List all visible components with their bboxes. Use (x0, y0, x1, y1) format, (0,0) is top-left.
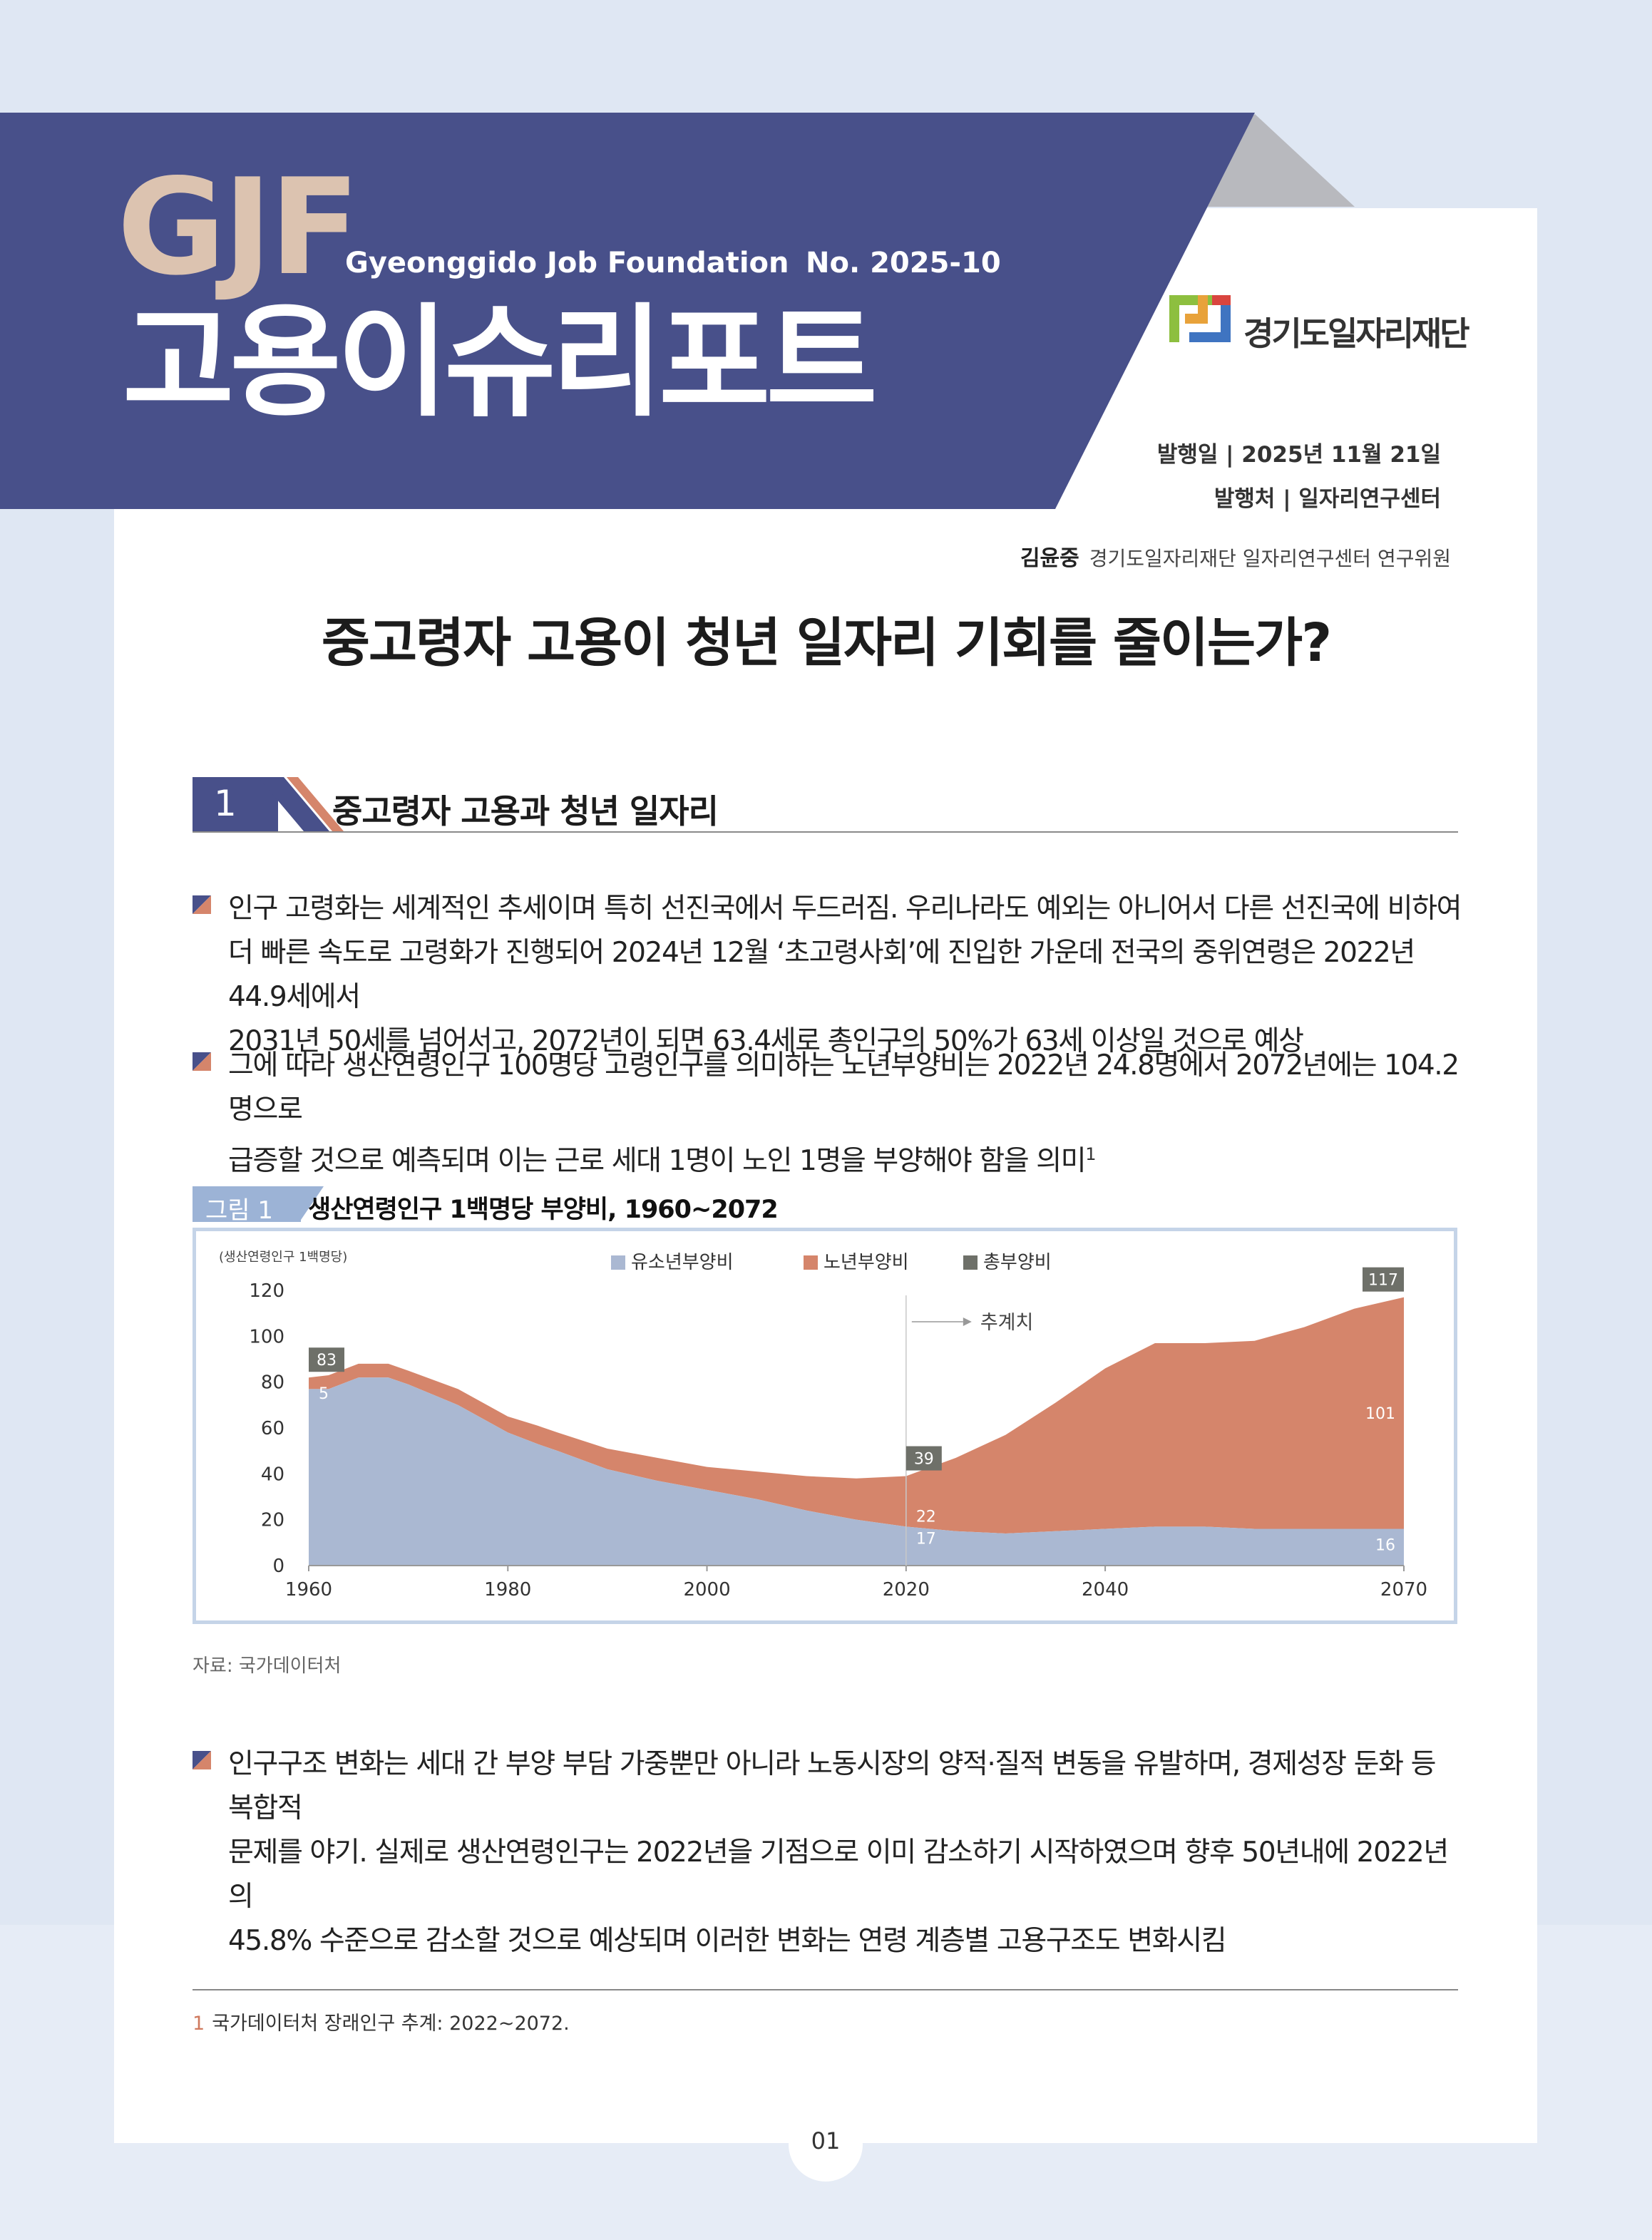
org-logo: 경기도일자리재단 (1169, 288, 1483, 356)
elderly-ratio-label: 22 (916, 1509, 936, 1526)
bullet-square-icon (193, 1052, 211, 1071)
elderly-ratio-label: 101 (1365, 1405, 1395, 1423)
x-tick-label: 2040 (1082, 1579, 1129, 1601)
org-logo-mark-icon (1169, 295, 1231, 342)
publish-date: 발행일 | 2025년 11월 21일 (1156, 442, 1441, 468)
bullet-line: 급증할 것으로 예측되며 이는 근로 세대 1명이 노인 1명을 부양해야 함을… (228, 1132, 1462, 1183)
youth-ratio-area (309, 1377, 1404, 1566)
legend-swatch-total (963, 1255, 978, 1270)
footnote-reference[interactable]: 1 (1085, 1144, 1096, 1164)
author-name: 김윤중 (1020, 546, 1079, 571)
y-tick-label: 0 (272, 1556, 284, 1577)
bullet-line: 45.8% 수준으로 감소할 것으로 예상되며 이러한 변화는 연령 계층별 고… (228, 1925, 1227, 1957)
y-tick-label: 120 (249, 1280, 284, 1302)
legend-swatch-youth (611, 1255, 625, 1270)
author-line: 김윤중 경기도일자리재단 일자리연구센터 연구위원 (1020, 540, 1451, 572)
x-tick-label: 2000 (683, 1579, 730, 1601)
total-ratio-badge (1363, 1267, 1404, 1292)
publisher: 발행처 | 일자리연구센터 (1214, 486, 1441, 512)
bullet-square-icon (193, 895, 211, 914)
footnote-number: 1 (193, 2013, 205, 2035)
y-tick-label: 20 (261, 1510, 284, 1531)
bullet-text: 그에 따라 생산연령인구 100명당 고령인구를 의미하는 노년부양비는 202… (228, 1044, 1462, 1183)
legend-total: 총부양비 (983, 1252, 1052, 1273)
x-tick-label: 1980 (484, 1579, 531, 1601)
youth-ratio-label: 16 (1375, 1537, 1395, 1555)
x-tick-label: 2020 (883, 1579, 930, 1601)
figure-title: 생산연령인구 1백명당 부양비, 1960~2072 (308, 1196, 779, 1224)
bullet-line: 그에 따라 생산연령인구 100명당 고령인구를 의미하는 노년부양비는 202… (228, 1049, 1459, 1126)
footnote-divider (193, 1989, 1458, 1990)
figure-label-tip (299, 1186, 324, 1222)
bullet-line: 2031년 50세를 넘어서고, 2072년이 되면 63.4세로 총인구의 5… (228, 1025, 1304, 1057)
org-logo-text: 경기도일자리재단 (1243, 314, 1470, 353)
legend-elderly: 노년부양비 (824, 1252, 909, 1273)
bullet-paragraph-1: 인구 고령화는 세계적인 추세이며 특히 선진국에서 두드러짐. 우리나라도 예… (193, 887, 1462, 1057)
issue-number: No. 2025-10 (806, 247, 1001, 279)
bullet-text: 인구 고령화는 세계적인 추세이며 특히 선진국에서 두드러짐. 우리나라도 예… (228, 887, 1462, 1064)
report-headline: 중고령자 고용이 청년 일자리 기회를 줄이는가? (321, 612, 1332, 674)
figure-label: 그림 1 (205, 1196, 273, 1225)
total-ratio-label: 39 (914, 1451, 934, 1469)
legend-swatch-elderly (804, 1255, 818, 1270)
legend-youth: 유소년부양비 (631, 1252, 734, 1273)
header-banner (0, 113, 1255, 509)
total-ratio-badge (905, 1446, 942, 1471)
section-header: 1 중고령자 고용과 청년 일자리 (193, 777, 1458, 834)
figure-source: 자료: 국가데이터처 (193, 1655, 342, 1677)
elderly-ratio-label: 5 (319, 1385, 329, 1403)
youth-ratio-label: 17 (916, 1530, 936, 1548)
y-tick-label: 100 (249, 1326, 284, 1347)
x-tick-label: 1960 (285, 1579, 332, 1601)
section-underline (193, 831, 1458, 833)
bullet-text: 인구구조 변화는 세대 간 부양 부담 가중뿐만 아니라 노동시장의 양적·질적… (228, 1742, 1462, 1963)
footnote: 1 국가데이터처 장래인구 추계: 2022~2072. (193, 2008, 570, 2035)
dependency-ratio-chart: (생산연령인구 1백명당) 유소년부양비 노년부양비 총부양비 02040608… (219, 1250, 1427, 1601)
chart-legend: 유소년부양비 노년부양비 총부양비 (611, 1252, 1052, 1273)
org-english-name: Gyeonggido Job Foundation (345, 247, 789, 279)
bullet-line: 더 빠른 속도로 고령화가 진행되어 2024년 12월 ‘초고령사회’에 진입… (228, 937, 1415, 1013)
total-ratio-badge (309, 1347, 344, 1372)
youth-ratio-label: 77 (319, 1321, 339, 1339)
bullet-line: 문제를 야기. 실제로 생산연령인구는 2022년을 기점으로 이미 감소하기 … (228, 1836, 1449, 1913)
author-affiliation: 경기도일자리재단 일자리연구센터 연구위원 (1089, 547, 1451, 570)
figure-label-box: 그림 1 (193, 1186, 301, 1225)
report-title: 고용이슈리포트 (123, 292, 878, 433)
gjf-logo-text: GJF (117, 150, 360, 304)
projection-label: 추계치 (980, 1312, 1034, 1334)
y-tick-label: 80 (261, 1372, 284, 1394)
total-ratio-label: 117 (1368, 1272, 1398, 1290)
section-number: 1 (214, 783, 237, 824)
y-tick-label: 40 (261, 1464, 284, 1485)
report-sheet (114, 208, 1537, 2143)
y-axis-label: (생산연령인구 1백명당) (219, 1250, 347, 1265)
x-tick-label: 2070 (1380, 1579, 1427, 1601)
projection-arrowhead-icon (963, 1317, 972, 1326)
bullet-square-icon (193, 1751, 211, 1769)
section-slash-decoration (258, 777, 344, 831)
y-tick-label: 60 (261, 1418, 284, 1439)
section-title: 중고령자 고용과 청년 일자리 (332, 792, 719, 831)
bullet-line: 인구 고령화는 세계적인 추세이며 특히 선진국에서 두드러짐. 우리나라도 예… (228, 893, 1462, 925)
bullet-paragraph-2: 그에 따라 생산연령인구 100명당 고령인구를 의미하는 노년부양비는 202… (193, 1044, 1462, 1177)
bullet-line-text: 급증할 것으로 예측되며 이는 근로 세대 1명이 노인 1명을 부양해야 함을… (228, 1145, 1087, 1177)
bullet-line: 인구구조 변화는 세대 간 부양 부담 가중뿐만 아니라 노동시장의 양적·질적… (228, 1748, 1436, 1824)
elderly-ratio-area (309, 1297, 1404, 1533)
bullet-paragraph-3: 인구구조 변화는 세대 간 부양 부담 가중뿐만 아니라 노동시장의 양적·질적… (193, 1742, 1462, 1957)
page-number: 01 (811, 2127, 841, 2154)
footnote-text: 국가데이터처 장래인구 추계: 2022~2072. (212, 2013, 570, 2035)
section-number-box (193, 777, 278, 831)
page-number-badge (789, 2107, 863, 2182)
total-ratio-label: 83 (317, 1352, 337, 1370)
